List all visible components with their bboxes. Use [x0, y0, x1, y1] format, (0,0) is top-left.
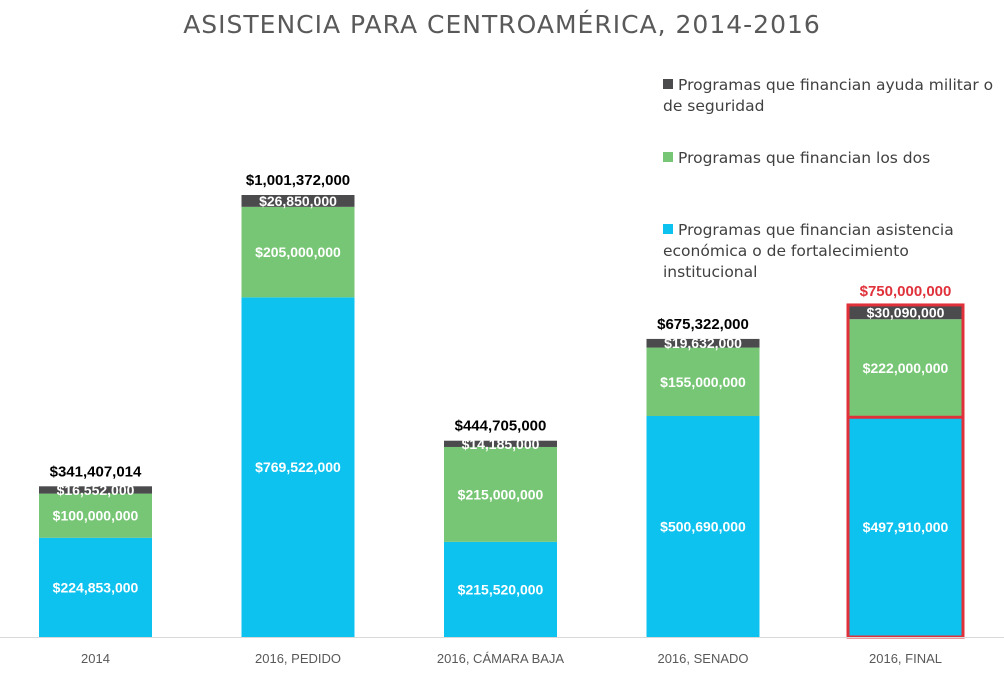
data-label-2016-c-mara-baja-military: $14,185,000 [462, 436, 540, 452]
data-label-2016-c-mara-baja-economic: $215,520,000 [458, 581, 544, 597]
total-label-2016-senado: $675,322,000 [657, 316, 749, 333]
legend-swatch-military [663, 79, 673, 89]
data-label-2016-senado-military: $19,632,000 [664, 335, 742, 351]
legend-label-military: Programas que financian ayuda militar o … [663, 76, 994, 115]
category-label-2016-c-mara-baja: 2016, CÁMARA BAJA [437, 651, 564, 666]
legend-swatch-economic [663, 224, 673, 234]
category-label-2016-pedido: 2016, PEDIDO [255, 651, 341, 666]
bar-2016-final-both [849, 319, 962, 418]
bar-2016-final-military [849, 305, 962, 320]
bar-2016-senado-both [646, 347, 760, 416]
bar-2016-pedido-economic [241, 297, 355, 637]
bar-2016-pedido-military [241, 195, 355, 207]
total-label-2016-pedido: $1,001,372,000 [246, 172, 350, 189]
data-label-2016-final-economic: $497,910,000 [863, 519, 949, 535]
bar-2016-senado-military [646, 338, 760, 348]
bar-2014-economic [39, 537, 152, 637]
legend-label-economic: Programas que financian asistencia econó… [663, 221, 954, 281]
legend-item-economic: Programas que financian asistencia econó… [663, 220, 998, 283]
chart-title: ASISTENCIA PARA CENTROAMÉRICA, 2014-2016 [183, 10, 821, 39]
category-label-2016-senado: 2016, SENADO [657, 651, 748, 666]
data-label-2016-senado-economic: $500,690,000 [660, 518, 746, 534]
data-label-2016-pedido-economic: $769,522,000 [255, 459, 341, 475]
data-label-2016-pedido-both: $205,000,000 [255, 244, 341, 260]
data-label-2014-both: $100,000,000 [53, 508, 139, 524]
bar-2016-final-economic [849, 417, 962, 637]
legend-swatch-both [663, 152, 673, 162]
data-label-2016-pedido-military: $26,850,000 [259, 193, 337, 209]
legend-item-military: Programas que financian ayuda militar o … [663, 75, 998, 117]
category-label-2016-final: 2016, FINAL [869, 651, 942, 666]
total-label-2014: $341,407,014 [50, 463, 142, 480]
bar-2016-pedido-both [241, 206, 355, 298]
legend-label-both: Programas que financian los dos [678, 149, 931, 167]
legend-item-both: Programas que financian los dos [663, 148, 998, 169]
data-label-2014-economic: $224,853,000 [53, 579, 139, 595]
data-label-2016-final-both: $222,000,000 [863, 360, 949, 376]
category-label-2014: 2014 [81, 651, 110, 666]
data-label-2014-military: $16,552,000 [57, 482, 135, 498]
bar-2014-both [39, 493, 152, 538]
total-label-2016-final: $750,000,000 [860, 283, 952, 300]
data-label-2016-final-military: $30,090,000 [867, 305, 945, 321]
bar-2016-c-mara-baja-economic [444, 541, 557, 637]
bar-2016-c-mara-baja-military [444, 440, 557, 447]
bar-2016-c-mara-baja-both [444, 446, 557, 542]
bar-2014-military [39, 486, 152, 494]
bar-2016-senado-economic [646, 415, 760, 637]
total-label-2016-c-mara-baja: $444,705,000 [455, 418, 547, 435]
data-label-2016-c-mara-baja-both: $215,000,000 [458, 486, 544, 502]
data-label-2016-senado-both: $155,000,000 [660, 374, 746, 390]
